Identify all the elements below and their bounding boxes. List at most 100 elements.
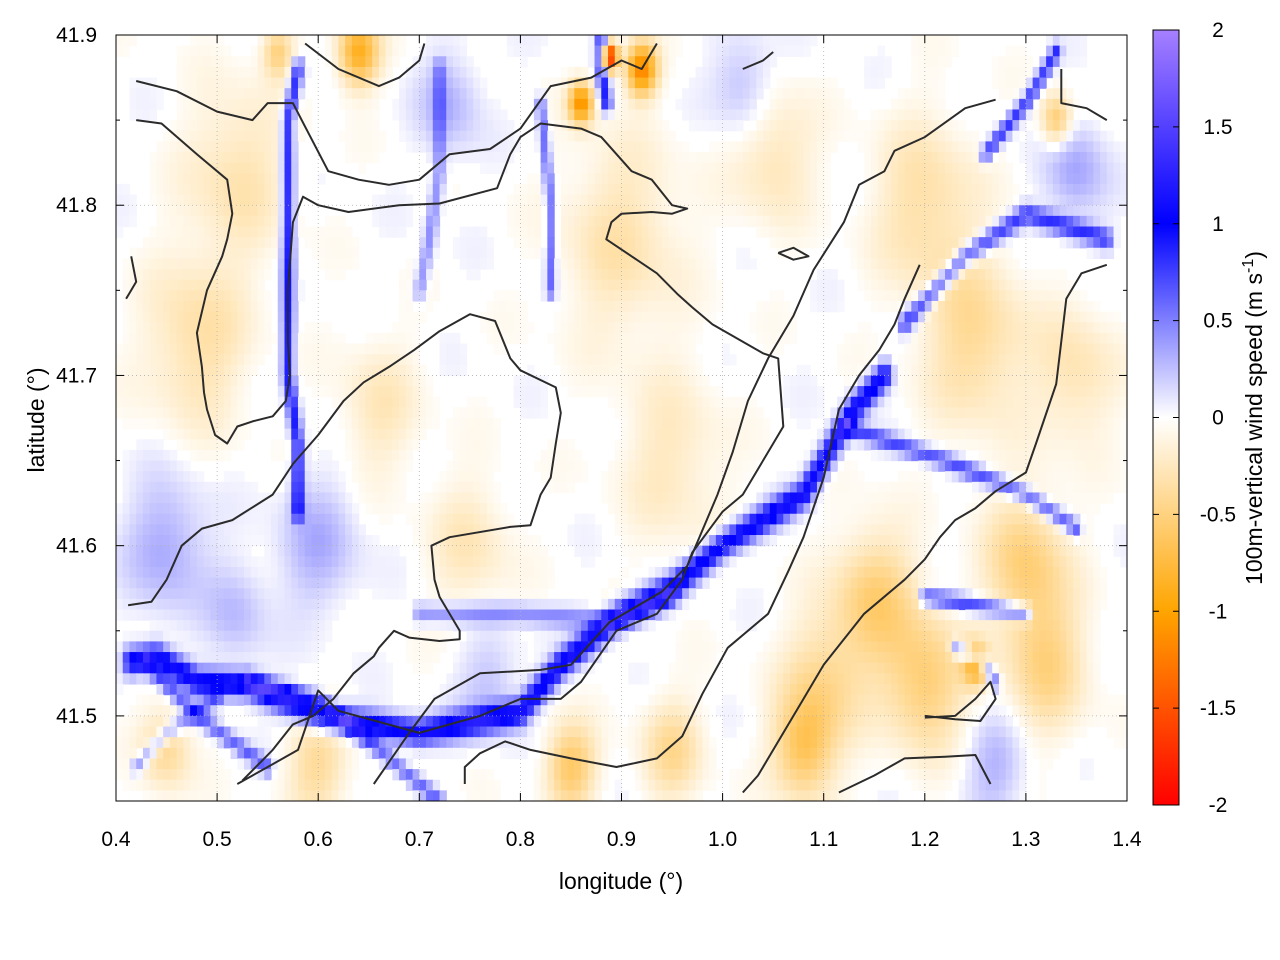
heatmap-cell (486, 311, 495, 323)
heatmap-cell (412, 279, 420, 291)
heatmap-cell (675, 439, 683, 451)
heatmap-cell (223, 418, 232, 430)
heatmap-cell (304, 503, 313, 515)
heatmap-cell (608, 194, 616, 206)
heatmap-cell (372, 439, 380, 451)
heatmap-cell (870, 258, 879, 270)
heatmap-cell (392, 460, 400, 472)
heatmap-cell (116, 215, 124, 228)
heatmap-cell (1032, 269, 1040, 281)
heatmap-cell (816, 77, 825, 89)
heatmap-cell (682, 375, 690, 387)
heatmap-cell (634, 449, 643, 462)
heatmap-cell (1012, 215, 1020, 228)
heatmap-cell (183, 98, 191, 111)
heatmap-cell (661, 237, 670, 249)
heatmap-cell (264, 205, 272, 217)
heatmap-cell (715, 407, 724, 419)
heatmap-cell (244, 205, 252, 217)
heatmap-cell (628, 396, 636, 408)
heatmap-cell (149, 162, 158, 174)
heatmap-cell (405, 513, 414, 525)
heatmap-cell (688, 237, 697, 249)
heatmap-cell (998, 279, 1007, 291)
heatmap-cell (870, 173, 879, 185)
heatmap-cell (904, 215, 912, 228)
heatmap-cell (1086, 300, 1094, 313)
heatmap-cell (1039, 56, 1047, 68)
heatmap-cell (614, 109, 623, 121)
heatmap-cell (695, 269, 703, 281)
heatmap-cell (796, 396, 805, 408)
heatmap-cell (176, 215, 184, 228)
heatmap-cell (223, 428, 232, 440)
heatmap-cell (129, 460, 137, 472)
heatmap-cell (358, 418, 366, 430)
heatmap-cell (587, 332, 596, 345)
heatmap-cell (297, 407, 306, 419)
heatmap-cell (688, 492, 697, 504)
heatmap-cell (621, 481, 629, 494)
heatmap-cell (763, 428, 771, 440)
heatmap-cell (122, 471, 131, 483)
heatmap-cell (992, 428, 1000, 440)
heatmap-cell (426, 407, 434, 419)
heatmap-cell (978, 258, 987, 270)
heatmap-cell (264, 332, 272, 345)
heatmap-cell (715, 120, 724, 132)
heatmap-cell (223, 439, 232, 451)
heatmap-cell (864, 439, 872, 451)
heatmap-cell (412, 364, 420, 377)
heatmap-cell (614, 162, 623, 174)
heatmap-cell (203, 396, 211, 408)
heatmap-cell (453, 77, 461, 89)
heatmap-cell (614, 120, 623, 132)
heatmap-cell (756, 88, 764, 100)
heatmap-cell (372, 364, 380, 377)
heatmap-cell (1046, 173, 1054, 185)
heatmap-cell (291, 77, 299, 89)
heatmap-cell (453, 120, 461, 132)
heatmap-cell (1005, 396, 1014, 408)
heatmap-cell (904, 396, 912, 408)
heatmap-cell (891, 194, 899, 206)
heatmap-cell (149, 460, 158, 472)
heatmap-cell (365, 503, 373, 515)
heatmap-cell (641, 449, 650, 462)
heatmap-cell (560, 279, 569, 291)
heatmap-cell (655, 322, 663, 334)
heatmap-cell (864, 173, 872, 185)
heatmap-cell (466, 449, 474, 462)
heatmap-cell (843, 332, 852, 345)
heatmap-cell (297, 449, 306, 462)
heatmap-cell (392, 109, 400, 121)
heatmap-cell (864, 215, 872, 228)
heatmap-cell (924, 45, 933, 57)
heatmap-cell (190, 77, 198, 89)
heatmap-cell (870, 226, 879, 238)
heatmap-cell (284, 460, 292, 472)
heatmap-cell (742, 449, 751, 462)
heatmap-cell (1086, 492, 1094, 504)
heatmap-cell (675, 513, 683, 525)
heatmap-cell (358, 98, 366, 111)
heatmap-cell (1012, 120, 1020, 132)
heatmap-cell (237, 269, 245, 281)
heatmap-cell (250, 130, 259, 142)
heatmap-cell (965, 396, 973, 408)
heatmap-cell (1100, 428, 1108, 440)
heatmap-cell (769, 173, 778, 185)
heatmap-cell (331, 481, 340, 494)
heatmap-cell (426, 120, 434, 132)
heatmap-cell (493, 152, 501, 164)
heatmap-cell (695, 77, 703, 89)
heatmap-cell (1005, 322, 1014, 334)
heatmap-cell (756, 322, 764, 334)
heatmap-cell (924, 332, 933, 345)
heatmap-cell (918, 503, 926, 515)
heatmap-cell (695, 88, 703, 100)
heatmap-cell (399, 130, 407, 142)
heatmap-cell (203, 513, 211, 525)
heatmap-cell (702, 109, 710, 121)
heatmap-cell (783, 471, 791, 483)
